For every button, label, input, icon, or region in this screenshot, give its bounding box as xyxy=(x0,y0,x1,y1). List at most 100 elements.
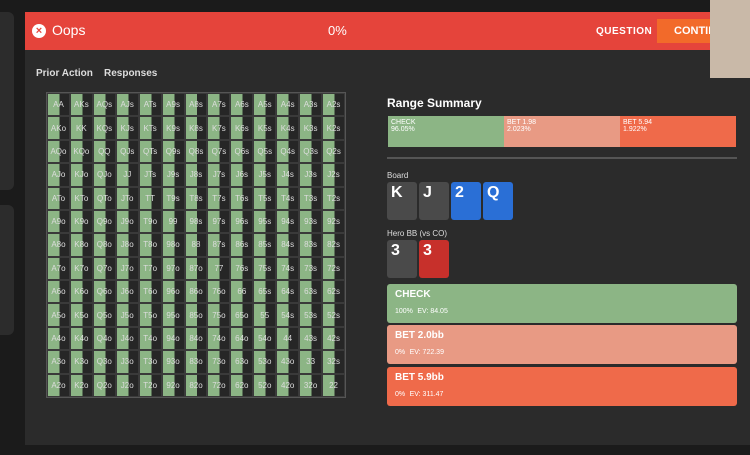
hand-cell[interactable]: J2s xyxy=(322,163,345,187)
hand-cell[interactable]: 93o xyxy=(161,350,185,374)
hand-cell[interactable]: J4s xyxy=(276,163,300,187)
hand-cell[interactable]: 97s xyxy=(207,209,231,234)
hand-cell[interactable]: T9s xyxy=(161,186,185,210)
hand-cell[interactable]: A7o xyxy=(47,256,70,281)
hand-cell[interactable]: K3o xyxy=(69,350,93,374)
hand-cell[interactable]: T7s xyxy=(207,186,231,210)
hand-cell[interactable]: K2s xyxy=(322,116,345,140)
hand-cell[interactable]: Q4s xyxy=(276,139,300,164)
hand-cell[interactable]: 53s xyxy=(299,303,323,327)
hand-cell[interactable]: T8o xyxy=(138,233,162,257)
hand-cell[interactable]: T3o xyxy=(138,350,162,374)
tab[interactable]: Responses xyxy=(104,68,158,79)
hand-cell[interactable]: 66 xyxy=(230,280,254,304)
hand-cell[interactable]: QJo xyxy=(92,163,116,187)
hand-cell[interactable]: 75o xyxy=(207,303,231,327)
hand-cell[interactable]: T6s xyxy=(230,186,254,210)
action-button[interactable]: CHECK 100% EV: 84.05 xyxy=(387,284,737,323)
hand-cell[interactable]: 83o xyxy=(184,350,208,374)
hand-cell[interactable]: ATs xyxy=(138,93,162,117)
hand-cell[interactable]: 92o xyxy=(161,373,185,397)
hand-cell[interactable]: T5o xyxy=(138,303,162,327)
hand-cell[interactable]: 94o xyxy=(161,326,185,351)
hand-cell[interactable]: A4s xyxy=(276,93,300,117)
hand-cell[interactable]: TT xyxy=(138,186,162,210)
hand-cell[interactable]: J4o xyxy=(115,326,139,351)
hand-cell[interactable]: A5o xyxy=(47,303,70,327)
hand-cell[interactable]: A9s xyxy=(161,93,185,117)
hand-cell[interactable]: 94s xyxy=(276,209,300,234)
hand-cell[interactable]: T5s xyxy=(253,186,277,210)
hand-cell[interactable]: K6s xyxy=(230,116,254,140)
action-button[interactable]: BET 2.0bb 0% EV: 722.39 xyxy=(387,325,737,364)
hand-cell[interactable]: 72o xyxy=(207,373,231,397)
hand-cell[interactable]: 65o xyxy=(230,303,254,327)
hand-cell[interactable]: Q7s xyxy=(207,139,231,164)
hand-cell[interactable]: K2o xyxy=(69,373,93,397)
hand-cell[interactable]: 43s xyxy=(299,326,323,351)
hand-cell[interactable]: T2s xyxy=(322,186,345,210)
hand-cell[interactable]: A2s xyxy=(322,93,345,117)
hand-cell[interactable]: KTo xyxy=(69,186,93,210)
hand-cell[interactable]: Q3s xyxy=(299,139,323,164)
hand-cell[interactable]: 73s xyxy=(299,256,323,281)
hand-cell[interactable]: 53o xyxy=(253,350,277,374)
hand-cell[interactable]: 74o xyxy=(207,326,231,351)
hand-cell[interactable]: K4s xyxy=(276,116,300,140)
hand-cell[interactable]: T7o xyxy=(138,256,162,281)
hand-cell[interactable]: A6s xyxy=(230,93,254,117)
hand-cell[interactable]: AKo xyxy=(47,116,70,140)
hand-cell[interactable]: A2o xyxy=(47,373,70,397)
hand-cell[interactable]: 42o xyxy=(276,373,300,397)
hand-cell[interactable]: QTs xyxy=(138,139,162,164)
hand-cell[interactable]: K7o xyxy=(69,256,93,281)
hand-cell[interactable]: 85o xyxy=(184,303,208,327)
hand-cell[interactable]: 82o xyxy=(184,373,208,397)
hand-cell[interactable]: 95s xyxy=(253,209,277,234)
hand-cell[interactable]: 83s xyxy=(299,233,323,257)
hand-cell[interactable]: AJs xyxy=(115,93,139,117)
hand-cell[interactable]: K7s xyxy=(207,116,231,140)
hand-cell[interactable]: 73o xyxy=(207,350,231,374)
hand-cell[interactable]: A7s xyxy=(207,93,231,117)
hand-cell[interactable]: K5s xyxy=(253,116,277,140)
hand-cell[interactable]: T8s xyxy=(184,186,208,210)
hand-cell[interactable]: 84o xyxy=(184,326,208,351)
hand-cell[interactable]: 76s xyxy=(230,256,254,281)
hand-cell[interactable]: 93s xyxy=(299,209,323,234)
hand-cell[interactable]: T4o xyxy=(138,326,162,351)
hand-cell[interactable]: JTo xyxy=(115,186,139,210)
hand-cell[interactable]: 87s xyxy=(207,233,231,257)
hand-cell[interactable]: 52o xyxy=(253,373,277,397)
hand-cell[interactable]: 52s xyxy=(322,303,345,327)
hand-cell[interactable]: J5s xyxy=(253,163,277,187)
hand-cell[interactable]: 43o xyxy=(276,350,300,374)
hand-cell[interactable]: K6o xyxy=(69,280,93,304)
close-button[interactable]: × xyxy=(32,24,46,38)
hand-cell[interactable]: 98o xyxy=(161,233,185,257)
hand-cell[interactable]: 64o xyxy=(230,326,254,351)
hand-cell[interactable]: 74s xyxy=(276,256,300,281)
hand-cell[interactable]: J9s xyxy=(161,163,185,187)
hand-cell[interactable]: K9o xyxy=(69,209,93,234)
hand-cell[interactable]: Q9s xyxy=(161,139,185,164)
hand-cell[interactable]: 77 xyxy=(207,256,231,281)
hand-cell[interactable]: JTs xyxy=(138,163,162,187)
tab[interactable]: Prior Action xyxy=(36,68,93,79)
hand-cell[interactable]: T9o xyxy=(138,209,162,234)
hand-cell[interactable]: J2o xyxy=(115,373,139,397)
hand-cell[interactable]: 32s xyxy=(322,350,345,374)
hand-cell[interactable]: QJs xyxy=(115,139,139,164)
hand-cell[interactable]: AA xyxy=(47,93,70,117)
hand-cell[interactable]: Q8s xyxy=(184,139,208,164)
hand-cell[interactable]: K3s xyxy=(299,116,323,140)
hand-cell[interactable]: 32o xyxy=(299,373,323,397)
hand-cell[interactable]: Q6o xyxy=(92,280,116,304)
hand-cell[interactable]: 64s xyxy=(276,280,300,304)
hand-cell[interactable]: 76o xyxy=(207,280,231,304)
hand-cell[interactable]: 33 xyxy=(299,350,323,374)
hand-cell[interactable]: 86o xyxy=(184,280,208,304)
hand-cell[interactable]: K4o xyxy=(69,326,93,351)
hand-cell[interactable]: 85s xyxy=(253,233,277,257)
hand-cell[interactable]: 54o xyxy=(253,326,277,351)
